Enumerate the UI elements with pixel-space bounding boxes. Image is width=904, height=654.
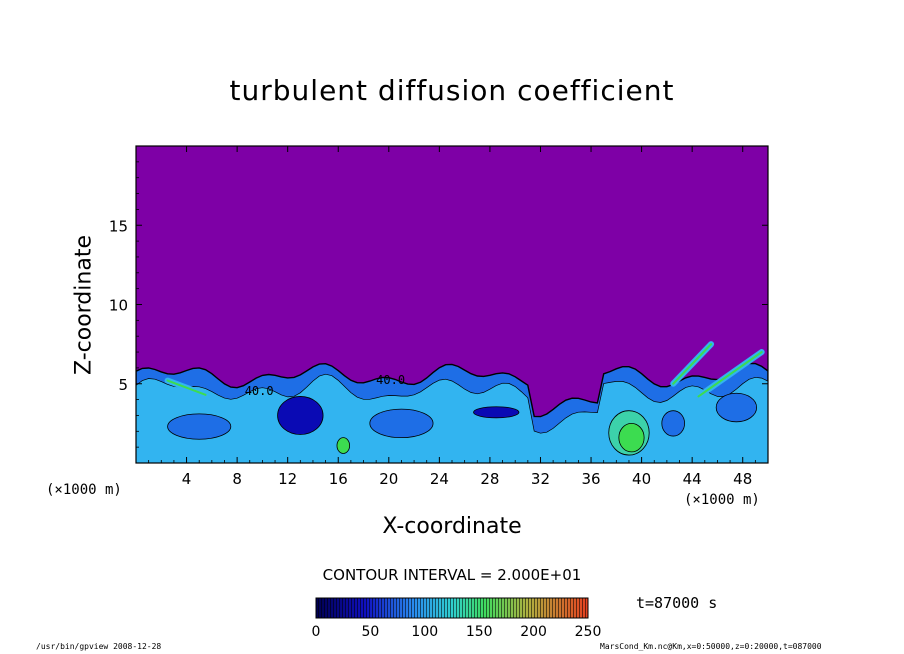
- plot-area: 40.0 40.0: [136, 146, 768, 463]
- mid-intensity-blob: [715, 392, 758, 423]
- peak-intensity-blob: [336, 437, 351, 454]
- mid-intensity-blob: [661, 410, 685, 437]
- x-tick-label: 44: [683, 470, 702, 488]
- footer-source-info: MarsCond_Km.nc@Km,x=0:50000,z=0:20000,t=…: [600, 642, 822, 651]
- x-tick-label: 32: [531, 470, 550, 488]
- mid-intensity-blob: [369, 408, 434, 439]
- mid-intensity-blob: [167, 413, 232, 440]
- colorbar-tick-label: 200: [520, 624, 547, 640]
- x-unit-label-right: (×1000 m): [684, 492, 760, 508]
- x-tick-label: 36: [581, 470, 600, 488]
- colorbar-stripes: [316, 598, 588, 618]
- contour-label: 40.0: [245, 384, 274, 398]
- low-intensity-blob: [277, 396, 324, 435]
- x-tick-label: 40: [632, 470, 651, 488]
- low-intensity-blob: [473, 406, 520, 419]
- y-tick-label: 10: [109, 297, 128, 315]
- colorbar-frame: [315, 597, 589, 619]
- x-axis-label: X-coordinate: [382, 514, 522, 539]
- y-tick-label: 5: [118, 376, 128, 394]
- colorbar-tick-label: 50: [361, 624, 379, 640]
- plume-right-core: [697, 351, 763, 398]
- x-tick-label: 24: [430, 470, 449, 488]
- plume-right-upper-core: [672, 343, 713, 385]
- x-tick-label: 4: [182, 470, 192, 488]
- y-tick-label: 15: [109, 217, 128, 235]
- footer-program-date: /usr/bin/gpview 2008-12-28: [36, 642, 162, 651]
- x-unit-label-left: (×1000 m): [46, 482, 122, 498]
- x-tick-label: 12: [278, 470, 297, 488]
- colorbar-tick-label: 250: [575, 624, 602, 640]
- colorbar: 0 50 100 150 200 250: [312, 597, 602, 640]
- colorbar-tick-label: 0: [312, 624, 321, 640]
- x-tick-label: 20: [379, 470, 398, 488]
- x-tick-label: 48: [733, 470, 752, 488]
- colorbar-tick-label: 150: [466, 624, 493, 640]
- chart-title: turbulent diffusion coefficient: [229, 74, 675, 107]
- contour-interval-label: CONTOUR INTERVAL = 2.000E+01: [322, 566, 582, 584]
- peak-intensity-blob: [618, 422, 645, 453]
- plume-left-core: [166, 379, 207, 396]
- contour-label: 40.0: [376, 373, 405, 387]
- colorbar-tick-label: 100: [411, 624, 438, 640]
- x-tick-label: 28: [480, 470, 499, 488]
- x-tick-label: 8: [232, 470, 242, 488]
- x-tick-label: 16: [329, 470, 348, 488]
- time-label: t=87000 s: [636, 594, 718, 612]
